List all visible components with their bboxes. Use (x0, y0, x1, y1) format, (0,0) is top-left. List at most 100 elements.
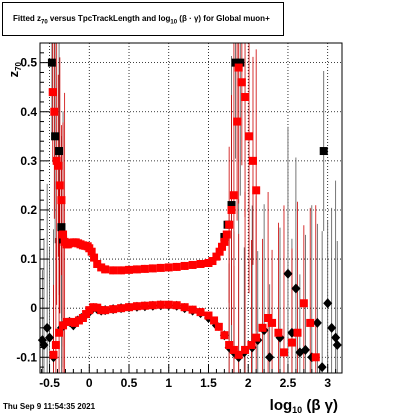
data-point (101, 265, 110, 274)
x-tick-label: 2.5 (280, 376, 297, 390)
x-axis-label: log10 (β γ) (270, 397, 338, 414)
data-point (247, 341, 256, 350)
data-point (52, 156, 61, 165)
x-tick-label: 0 (86, 376, 93, 390)
data-point (49, 350, 58, 359)
timestamp-footer: Thu Sep 9 11:54:35 2021 (3, 402, 96, 411)
data-point (196, 308, 205, 317)
data-point (156, 300, 165, 309)
data-point (55, 181, 64, 190)
ticks-layer (40, 52, 337, 373)
data-point (117, 304, 126, 313)
data-point (47, 58, 56, 67)
data-point (57, 196, 66, 205)
data-point (101, 306, 110, 315)
data-point (229, 345, 238, 354)
data-point (196, 259, 205, 268)
data-point (51, 132, 60, 141)
data-point (180, 303, 189, 312)
data-point (327, 322, 337, 333)
data-point (300, 344, 310, 355)
data-point (59, 230, 68, 239)
data-point (233, 117, 242, 126)
data-point (132, 265, 141, 274)
data-point (258, 323, 267, 332)
data-point (188, 260, 197, 269)
data-point (172, 262, 181, 271)
data-point (225, 341, 234, 350)
labels-layer: -0.5 0 0.5 1 1.5 2 2.5 3 -0.1 0 0.1 0.2 0.3 0.4 0.5 (16, 56, 331, 390)
data-point (287, 338, 296, 347)
data-point (225, 220, 234, 229)
data-point (148, 301, 157, 310)
data-point (188, 305, 197, 314)
data-point (299, 299, 308, 308)
data-point (312, 317, 322, 328)
data-point (252, 333, 261, 342)
data-point (87, 247, 96, 256)
data-point (227, 201, 236, 210)
data-point (332, 340, 342, 351)
data-point (323, 298, 333, 309)
title-suffix: (β · γ) for Global muon+ (177, 14, 270, 23)
data-point (214, 322, 223, 331)
data-point (222, 230, 231, 239)
data-point (156, 263, 165, 272)
data-point (109, 266, 118, 275)
data-point (231, 58, 240, 67)
data-point (164, 263, 173, 272)
data-point (234, 350, 243, 359)
y-tick-label: 0 (30, 301, 37, 315)
data-point (212, 252, 221, 261)
data-point (57, 223, 66, 232)
data-point (220, 237, 229, 246)
data-point (265, 352, 275, 363)
title-middle: versus TpcTrackLength and log (47, 14, 171, 23)
data-point (237, 78, 246, 87)
data-point (148, 264, 157, 273)
data-point (109, 305, 118, 314)
data-point (220, 331, 229, 340)
data-point (264, 314, 273, 322)
data-point (229, 191, 238, 200)
data-point (268, 318, 277, 327)
data-point (217, 242, 226, 251)
data-point (117, 266, 126, 275)
y-tick-label: 0.4 (20, 105, 37, 119)
data-point (215, 247, 224, 256)
data-point (172, 301, 181, 310)
data-point (55, 328, 64, 337)
data-point (234, 63, 243, 72)
y-tick-label: 0.2 (20, 203, 37, 217)
x-tick-label: 1.5 (200, 376, 217, 390)
data-point (90, 253, 99, 262)
data-point (227, 205, 236, 214)
data-point (241, 93, 250, 102)
x-tick-label: -0.5 (39, 376, 60, 390)
data-point (48, 88, 57, 97)
data-point (208, 257, 217, 266)
y-tick-label: 0.5 (20, 56, 37, 70)
data-point (291, 283, 301, 294)
data-point (306, 318, 315, 327)
x-tick-label: 0.5 (121, 376, 138, 390)
data-point (45, 332, 55, 343)
x-tick-label: 1 (165, 376, 172, 390)
data-point (279, 348, 288, 357)
data-point (274, 328, 283, 337)
data-point (210, 316, 219, 325)
data-point (140, 301, 149, 310)
chart-title: Fitted z70 versus TpcTrackLength and log… (13, 14, 270, 26)
error-bars-layer (41, 43, 338, 373)
data-point (283, 268, 293, 279)
data-point (317, 362, 327, 373)
data-point (331, 332, 341, 343)
data-point (51, 341, 60, 350)
data-point (125, 265, 134, 274)
data-point (236, 58, 245, 67)
y-axis-label: z70 (6, 61, 23, 77)
x-tick-label: 2 (245, 376, 252, 390)
data-point (311, 353, 320, 362)
data-point (319, 147, 328, 156)
